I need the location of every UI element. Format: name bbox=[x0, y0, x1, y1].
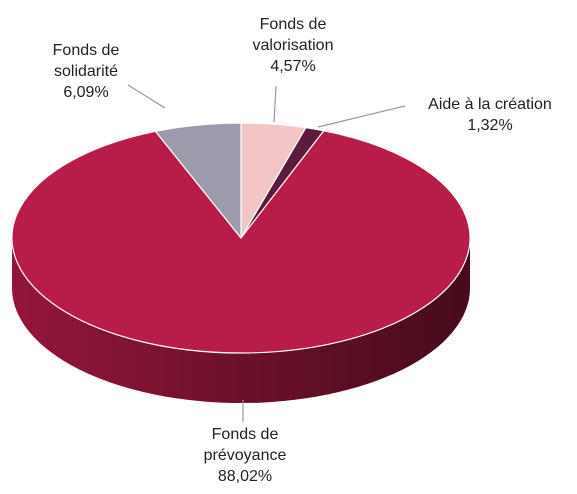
category-label: Aide à la création bbox=[428, 96, 552, 113]
leader-line bbox=[127, 84, 166, 109]
value-label: 6,09% bbox=[63, 84, 109, 101]
category-label: Fonds de solidarité bbox=[52, 42, 120, 80]
value-label: 88,02% bbox=[217, 468, 273, 485]
slice bbox=[11, 130, 471, 354]
slice-label: Fonds de prévoyance 88,02% bbox=[180, 424, 310, 487]
slice bbox=[154, 122, 242, 239]
category-label: Fonds de valorisation bbox=[252, 16, 334, 54]
value-label: 1,32% bbox=[467, 117, 513, 134]
slice-label: Fonds de solidarité 6,09% bbox=[36, 40, 136, 103]
category-label: Fonds de prévoyance bbox=[203, 426, 287, 464]
slice-side-shade bbox=[12, 238, 470, 403]
slice-label: Fonds de valorisation 4,57% bbox=[238, 14, 348, 77]
leader-line bbox=[273, 85, 277, 123]
slice-label: Aide à la création 1,32% bbox=[400, 94, 577, 136]
leader-line bbox=[317, 105, 406, 128]
value-label: 4,57% bbox=[270, 58, 316, 75]
